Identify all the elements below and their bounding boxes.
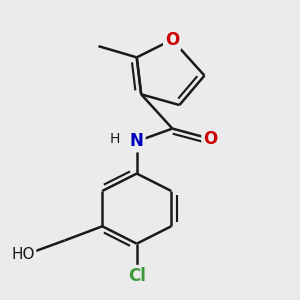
Text: Cl: Cl xyxy=(128,267,146,285)
Text: H: H xyxy=(110,132,120,146)
Text: N: N xyxy=(130,132,144,150)
Text: HO: HO xyxy=(12,248,35,262)
Text: O: O xyxy=(203,130,218,148)
Text: O: O xyxy=(165,31,179,49)
